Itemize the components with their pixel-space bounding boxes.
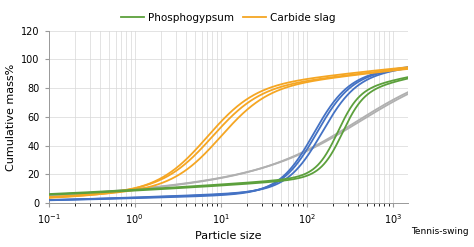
Phosphogypsum	[46, 193, 52, 196]
Phosphogypsum	[211, 184, 217, 186]
Carbide slag	[395, 68, 401, 71]
Carbide slag	[395, 68, 401, 71]
Line: Carbide slag: Carbide slag	[49, 68, 408, 197]
Carbide slag	[329, 76, 335, 79]
Phosphogypsum	[329, 143, 335, 146]
Phosphogypsum	[64, 192, 70, 195]
Y-axis label: Cumulative mass%: Cumulative mass%	[6, 63, 16, 170]
Phosphogypsum	[405, 76, 411, 79]
Carbide slag	[211, 133, 217, 136]
X-axis label: Particle size: Particle size	[195, 231, 262, 242]
Line: Phosphogypsum: Phosphogypsum	[49, 77, 408, 194]
Carbide slag	[46, 196, 52, 199]
Phosphogypsum	[395, 78, 401, 81]
Legend: Phosphogypsum, Carbide slag: Phosphogypsum, Carbide slag	[117, 8, 339, 27]
Carbide slag	[220, 123, 226, 126]
Text: Tennis-swing: Tennis-swing	[411, 227, 468, 236]
Phosphogypsum	[220, 183, 226, 186]
Carbide slag	[405, 67, 411, 70]
Phosphogypsum	[395, 78, 401, 81]
Carbide slag	[64, 195, 70, 198]
